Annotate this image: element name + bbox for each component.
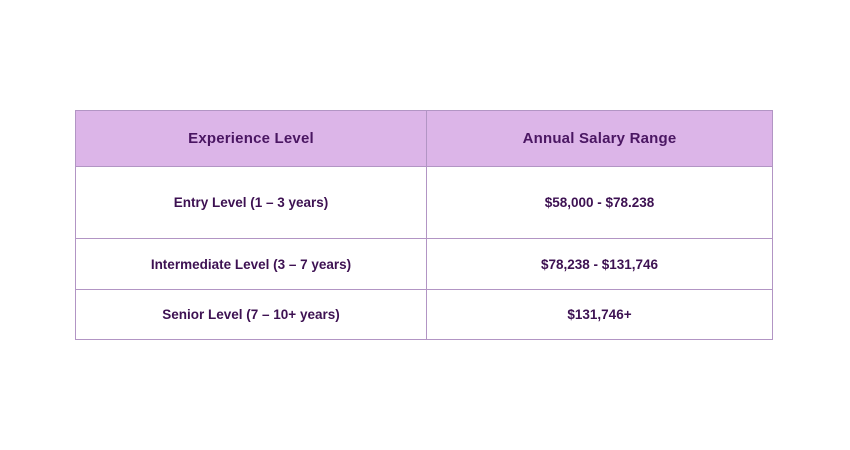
column-header-experience-level: Experience Level [75, 110, 427, 167]
salary-table: Experience Level Annual Salary Range Ent… [75, 110, 773, 340]
salary-range-cell: $78,238 - $131,746 [426, 238, 773, 290]
table-row: Intermediate Level (3 – 7 years) $78,238… [75, 238, 773, 290]
experience-level-cell: Intermediate Level (3 – 7 years) [75, 238, 427, 290]
table-row: Senior Level (7 – 10+ years) $131,746+ [75, 289, 773, 340]
table-row: Entry Level (1 – 3 years) $58,000 - $78.… [75, 166, 773, 239]
table-header-row: Experience Level Annual Salary Range [75, 110, 773, 167]
salary-range-cell: $131,746+ [426, 289, 773, 340]
experience-level-cell: Senior Level (7 – 10+ years) [75, 289, 427, 340]
experience-level-cell: Entry Level (1 – 3 years) [75, 166, 427, 239]
salary-range-cell: $58,000 - $78.238 [426, 166, 773, 239]
column-header-annual-salary-range: Annual Salary Range [426, 110, 773, 167]
